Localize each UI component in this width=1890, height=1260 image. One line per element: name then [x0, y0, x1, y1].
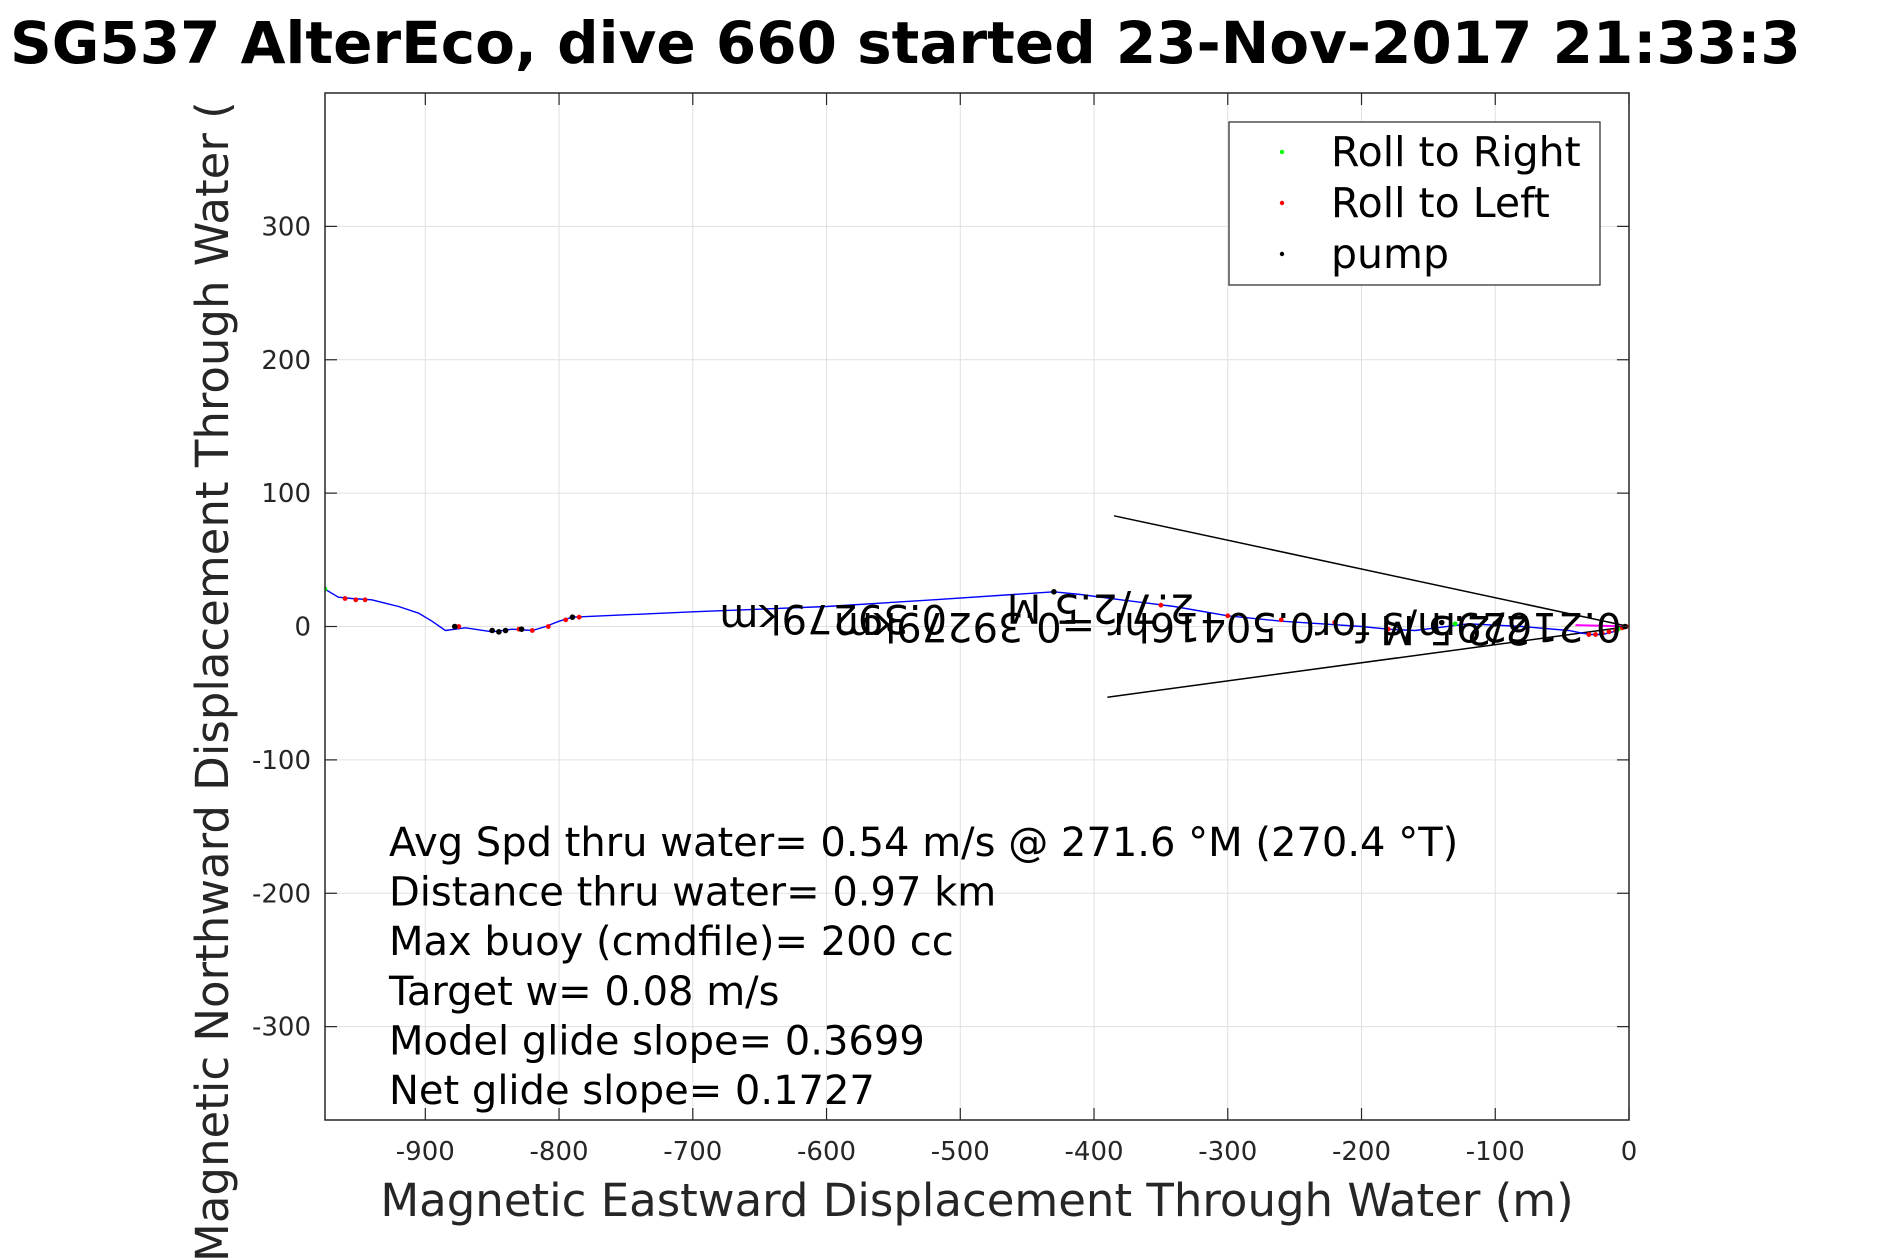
legend-marker-roll-left [1279, 200, 1285, 206]
y-tick-label: 100 [261, 479, 311, 509]
x-tick-label: -700 [663, 1137, 722, 1167]
x-tick-label: -800 [530, 1137, 589, 1167]
y-tick-label: 300 [261, 212, 311, 242]
roll-left-point [1385, 626, 1391, 632]
legend-box [1228, 121, 1601, 286]
x-axis-label: Magnetic Eastward Displacement Through W… [380, 1174, 1573, 1227]
pump-point [496, 629, 502, 635]
rotated-annotation: 2/2.5 M [1380, 606, 1530, 652]
roll-left-point [1225, 613, 1231, 619]
roll-left-point [1606, 629, 1612, 635]
roll-left-point [529, 628, 535, 633]
y-tick-label: 0 [294, 613, 311, 643]
roll-left-point [545, 624, 551, 629]
roll-left-point [1599, 630, 1605, 636]
roll-left-point [362, 597, 368, 603]
legend-label-roll-left: Roll to Left [1331, 179, 1550, 227]
roll-left-point [353, 597, 359, 603]
y-tick-label: -300 [252, 1013, 311, 1043]
roll-left-point [576, 614, 582, 620]
pump-point [451, 623, 458, 630]
y-tick-label: -100 [252, 746, 311, 776]
rotated-annotation: 0.39279km [719, 595, 947, 641]
stat-line: Model glide slope= 0.3699 [389, 1018, 925, 1064]
x-tick-label: -600 [797, 1137, 856, 1167]
roll-right-point [1452, 621, 1458, 627]
x-tick-label: -200 [1332, 1137, 1391, 1167]
roll-left-point [1332, 620, 1338, 625]
stats-box: Avg Spd thru water= 0.54 m/s @ 271.6 °M … [388, 820, 1458, 1114]
stat-line: Target w= 0.08 m/s [388, 969, 779, 1015]
roll-left-point [563, 617, 569, 623]
roll-left-point [1613, 628, 1619, 633]
pump-point [502, 627, 509, 634]
x-tick-label: 0 [1621, 1137, 1638, 1167]
x-tick-label: -500 [931, 1137, 990, 1167]
pump-point [489, 627, 495, 634]
track-line [325, 588, 1629, 636]
x-tick-label: -300 [1198, 1137, 1257, 1167]
stat-line: Max buoy (cmdfile)= 200 cc [389, 919, 954, 965]
legend-marker-pump [1279, 251, 1285, 257]
x-tick-label: -900 [396, 1137, 455, 1167]
plot-content [325, 515, 1629, 698]
legend-marker-roll-right [1279, 149, 1285, 155]
annotations: 0.39279km 2.7/2.5 M0.21629m/s for0.50416h… [719, 584, 1621, 651]
roll-left-point [1593, 632, 1598, 637]
stat-line: Net glide slope= 0.1727 [389, 1068, 875, 1114]
rotated-annotation: 2.7/2.5 M [1007, 584, 1195, 630]
legend: Roll to Right Roll to Left pump [1228, 121, 1601, 286]
pump-point [1492, 621, 1499, 627]
stat-line: Avg Spd thru water= 0.54 m/s @ 271.6 °M … [389, 820, 1458, 866]
y-axis-label: Magnetic Northward Displacement Through … [186, 101, 239, 1260]
roll-left-point [342, 596, 348, 601]
chart-title: SG537 AlterEco, dive 660 started 23-Nov-… [10, 9, 1801, 77]
pump-point [569, 614, 576, 620]
wedge-line [1113, 515, 1629, 628]
legend-label-roll-right: Roll to Right [1331, 128, 1581, 176]
legend-label-pump: pump [1331, 230, 1449, 278]
ticks: -900 -800 -700 -600 -500 -400 -300 -200 -100 0 -30… [252, 93, 1637, 1167]
wedge-line [1107, 625, 1629, 698]
x-tick-label: -100 [1466, 1137, 1525, 1167]
pump-point [1051, 589, 1057, 595]
roll-left-point [1586, 632, 1592, 637]
y-tick-label: 200 [261, 346, 311, 376]
pump-point [1438, 619, 1445, 626]
stat-line: Distance thru water= 0.97 km [389, 870, 996, 916]
rotated-annotation: 0.21629m/s for0.50416hr =0.39279km [834, 603, 1621, 649]
plot-frame [324, 92, 1630, 1121]
y-tick-label: -200 [252, 879, 311, 909]
pump-point [518, 626, 525, 632]
roll-left-point [456, 624, 462, 629]
roll-left-point [1278, 617, 1284, 623]
x-tick-label: -400 [1065, 1137, 1124, 1167]
roll-left-point [1158, 602, 1164, 608]
